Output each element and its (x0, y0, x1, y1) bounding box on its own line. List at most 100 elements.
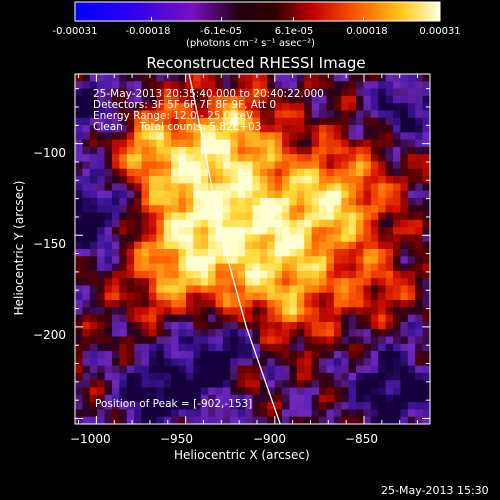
heatmap-cell (311, 234, 320, 243)
heatmap-cell (97, 81, 106, 90)
heatmap-cell (171, 351, 180, 359)
heatmap-cell (126, 74, 135, 82)
heatmap-cell (370, 190, 379, 199)
heatmap-cell (341, 154, 350, 163)
heatmap-cell (400, 402, 409, 411)
heatmap-cell (163, 307, 172, 316)
heatmap-cell (356, 219, 365, 228)
heatmap-cell (75, 263, 83, 272)
heatmap-cell (156, 227, 165, 236)
heatmap-cell (156, 321, 165, 330)
heatmap-cell (141, 168, 150, 177)
heatmap-cell (319, 270, 328, 279)
heatmap-cell (296, 234, 305, 243)
heatmap-cell (245, 125, 254, 133)
heatmap-cell (111, 365, 120, 374)
heatmap-cell (134, 285, 143, 294)
heatmap-cell (215, 212, 224, 221)
heatmap-cell (326, 88, 335, 97)
heatmap-cell (75, 168, 83, 177)
heatmap-cell (319, 110, 328, 119)
heatmap-cell (385, 249, 394, 257)
heatmap-cell (341, 409, 350, 418)
heatmap-cell (407, 110, 416, 119)
heatmap-cell (356, 205, 365, 214)
heatmap-cell (104, 300, 113, 308)
heatmap-cell (156, 117, 165, 126)
heatmap-cell (422, 292, 430, 301)
heatmap-cell (252, 380, 261, 389)
heatmap-cell (185, 190, 194, 199)
heatmap-cell (385, 241, 394, 250)
heatmap-cell (215, 95, 224, 104)
heatmap-cell (200, 263, 209, 272)
heatmap-cell (319, 256, 328, 265)
heatmap-cell (363, 380, 372, 389)
heatmap-cell (400, 263, 409, 272)
heatmap-cell (356, 176, 365, 184)
heatmap-cell (304, 117, 313, 126)
heatmap-cell (156, 263, 165, 272)
heatmap-cell (393, 249, 402, 257)
heatmap-cell (200, 81, 209, 90)
heatmap-cell (274, 380, 283, 389)
heatmap-cell (319, 343, 328, 352)
heatmap-cell (400, 234, 409, 243)
heatmap-cell (415, 110, 424, 119)
heatmap-cell (148, 132, 157, 141)
heatmap-cell (230, 394, 239, 403)
heatmap-cell (385, 110, 394, 119)
heatmap-cell (156, 358, 165, 367)
heatmap-cell (378, 190, 387, 199)
heatmap-cell (75, 154, 83, 163)
heatmap-cell (348, 227, 357, 236)
heatmap-cell (370, 154, 379, 163)
heatmap-cell (319, 146, 328, 155)
heatmap-cell (222, 95, 231, 104)
heatmap-cell (171, 278, 180, 287)
heatmap-cell (215, 190, 224, 199)
heatmap-cell (89, 278, 98, 287)
heatmap-cell (415, 74, 424, 82)
heatmap-cell (237, 161, 246, 170)
heatmap-cell (215, 358, 224, 367)
heatmap-cell (341, 74, 350, 82)
heatmap-cell (400, 74, 409, 82)
heatmap-cell (296, 219, 305, 228)
heatmap-cell (296, 168, 305, 177)
heatmap-cell (267, 125, 276, 133)
heatmap-cell (267, 241, 276, 250)
heatmap-cell (333, 110, 342, 119)
heatmap-cell (134, 263, 143, 272)
heatmap-cell (171, 168, 180, 177)
heatmap-cell (363, 154, 372, 163)
heatmap-cell (200, 358, 209, 367)
heatmap-cell (163, 292, 172, 301)
heatmap-cell (274, 154, 283, 163)
heatmap-cell (89, 402, 98, 411)
heatmap-cell (245, 95, 254, 104)
heatmap-cell (407, 146, 416, 155)
heatmap-cell (415, 321, 424, 330)
heatmap-cell (333, 249, 342, 257)
heatmap-cell (230, 81, 239, 90)
heatmap-cell (333, 343, 342, 352)
heatmap-cell (259, 168, 268, 177)
heatmap-cell (104, 103, 113, 112)
heatmap-cell (178, 132, 187, 141)
heatmap-cell (259, 227, 268, 236)
heatmap-cell (148, 125, 157, 133)
heatmap-cell (267, 74, 276, 82)
heatmap-cell (407, 81, 416, 90)
heatmap-cell (363, 125, 372, 133)
heatmap-cell (193, 168, 202, 177)
heatmap-cell (75, 285, 83, 294)
heatmap-cell (274, 321, 283, 330)
heatmap-cell (178, 358, 187, 367)
heatmap-cell (237, 190, 246, 199)
heatmap-cell (378, 343, 387, 352)
heatmap-cell (326, 227, 335, 236)
heatmap-cell (185, 176, 194, 184)
heatmap-cell (282, 256, 291, 265)
heatmap-cell (363, 351, 372, 359)
